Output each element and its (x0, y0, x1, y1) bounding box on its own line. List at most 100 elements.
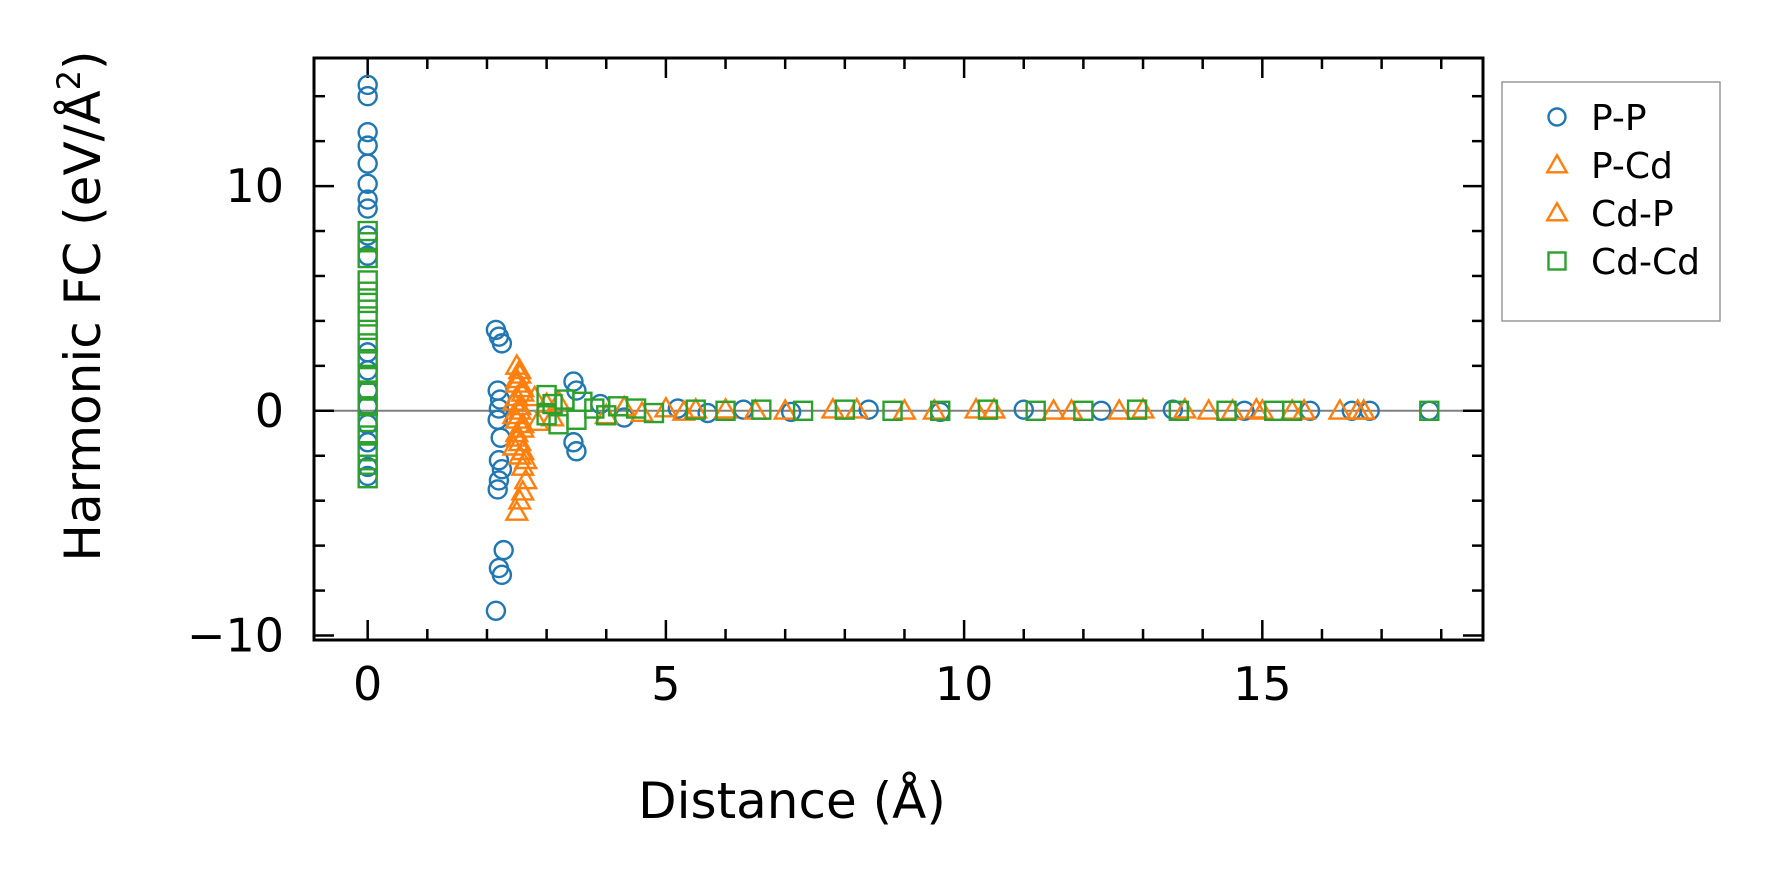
y-tick-label: 0 (255, 384, 284, 438)
data-point-p-p (357, 189, 378, 210)
data-point-cd-p (1130, 396, 1156, 419)
data-point-p-p (487, 479, 508, 500)
data-point-p-p (566, 441, 587, 462)
data-point-cd-cd (792, 400, 814, 421)
x-tick-label: 5 (651, 657, 680, 711)
data-point-p-cd (921, 398, 947, 420)
data-point-cd-cd (357, 441, 378, 462)
data-point-cd-cd (643, 402, 665, 424)
data-point-p-p (485, 600, 507, 621)
data-point-cd-cd (834, 399, 856, 420)
y-axis-label-superscript: 2 (50, 70, 88, 90)
data-point-cd-p (504, 420, 530, 443)
data-point-p-p (357, 74, 378, 96)
data-point-cd-p (892, 398, 917, 420)
data-point-p-p (780, 401, 802, 423)
data-point-p-cd (981, 396, 1007, 419)
data-point-cd-cd (1281, 400, 1303, 421)
data-point-cd-cd (357, 348, 378, 370)
data-point-p-cd (629, 400, 655, 423)
data-point-p-p (1359, 400, 1380, 421)
data-point-cd-p (683, 396, 709, 419)
data-point-p-p (488, 470, 510, 491)
legend-marker-cd-p (1545, 200, 1569, 222)
x-axis-label: Distance (Å) (638, 772, 946, 830)
data-point-cd-p (1243, 396, 1269, 419)
data-point-cd-cd (542, 393, 563, 415)
data-point-p-p (357, 173, 378, 195)
series-cd-p (501, 357, 1371, 470)
data-point-cd-cd (1073, 400, 1094, 421)
data-point-cd-p (513, 447, 539, 470)
data-point-cd-cd (584, 398, 605, 419)
data-point-p-cd (772, 398, 798, 420)
data-point-cd-cd (685, 399, 706, 420)
series-cd-cd (357, 220, 1440, 489)
data-point-cd-p (593, 402, 619, 425)
data-point-cd-cd (357, 306, 378, 327)
data-point-cd-cd (572, 391, 593, 413)
tick-labels: 0 5 10 15 −10 0 10 (187, 159, 1292, 711)
legend-marker-p-p (1547, 107, 1567, 127)
data-point-p-p (491, 333, 513, 354)
data-point-cd-cd (930, 400, 951, 421)
legend-label-p-p: P-P (1591, 98, 1647, 139)
data-point-p-cd (653, 395, 679, 418)
data-point-cd-cd (357, 319, 378, 341)
data-point-p-cd (713, 396, 738, 419)
data-point-cd-cd (1025, 400, 1046, 421)
data-point-p-cd (1220, 398, 1245, 420)
data-point-cd-cd (357, 380, 378, 401)
legend-label-p-cd: P-Cd (1591, 146, 1673, 187)
data-point-p-p (858, 399, 879, 420)
data-point-p-p (1013, 399, 1034, 420)
y-tick-label: 10 (225, 159, 284, 213)
data-point-p-cd (1106, 398, 1132, 420)
data-point-p-cd (1041, 398, 1066, 420)
data-point-cd-p (507, 429, 533, 452)
data-point-cd-cd (882, 400, 903, 421)
legend-box (1501, 81, 1721, 322)
data-point-cd-p (1196, 398, 1222, 420)
legend-label-cd-cd: Cd-Cd (1591, 242, 1700, 283)
data-point-cd-cd (357, 364, 378, 386)
y-axis-label: Harmonic FC (eV/Å2) (50, 50, 112, 561)
data-point-cd-p (1059, 398, 1084, 420)
data-point-cd-cd (357, 247, 378, 269)
data-point-p-cd (1172, 396, 1198, 419)
data-point-p-cd (525, 409, 551, 431)
legend-marker-p-cd (1545, 152, 1569, 174)
data-point-p-p (357, 153, 378, 174)
legend-marker-cd-cd (1547, 251, 1567, 271)
data-point-cd-p (1291, 398, 1317, 420)
data-point-cd-p (501, 402, 527, 425)
axis-ticks (314, 58, 1483, 640)
data-point-cd-cd (1419, 400, 1440, 421)
data-point-cd-p (1345, 398, 1371, 420)
data-point-p-cd (1279, 398, 1305, 420)
x-tick-label: 0 (353, 657, 382, 711)
data-point-cd-p (963, 396, 989, 419)
y-tick-label: −10 (187, 609, 284, 663)
data-point-p-p (357, 198, 378, 219)
data-point-cd-cd (357, 220, 378, 242)
data-points (357, 74, 1440, 621)
legend: P-P P-Cd Cd-P Cd-Cd (1501, 81, 1721, 322)
data-point-cd-p (820, 396, 846, 419)
data-point-p-p (491, 459, 513, 480)
data-point-cd-cd (357, 281, 378, 302)
data-point-p-p (357, 86, 378, 107)
data-point-cd-cd (357, 411, 378, 433)
data-point-p-cd (844, 396, 870, 419)
data-point-cd-cd (977, 399, 999, 420)
data-point-cd-cd (1126, 399, 1148, 420)
data-point-cd-cd (357, 270, 378, 291)
data-point-cd-cd (715, 400, 736, 421)
data-point-p-p (563, 432, 584, 453)
data-point-cd-p (504, 384, 530, 407)
data-point-cd-cd (1168, 400, 1190, 421)
data-point-p-p (488, 450, 510, 471)
data-point-cd-p (510, 438, 536, 461)
